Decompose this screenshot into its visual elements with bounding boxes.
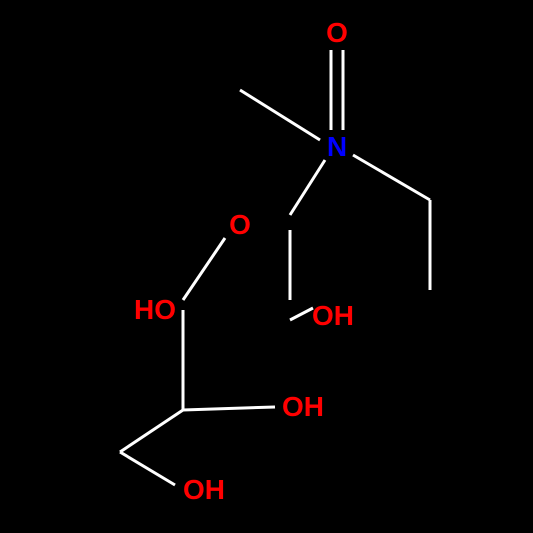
- molecule-diagram: [0, 0, 533, 533]
- bond-line: [290, 160, 325, 215]
- atom-o2: O: [229, 209, 251, 241]
- atom-oh1: HO: [134, 294, 176, 326]
- atom-o1: O: [326, 17, 348, 49]
- bond-line: [120, 452, 175, 485]
- atom-oh2: OH: [312, 300, 354, 332]
- bond-line: [120, 410, 183, 452]
- bond-line: [353, 155, 430, 200]
- atom-n1: N: [327, 131, 347, 163]
- bond-line: [240, 90, 320, 140]
- bond-line: [290, 308, 313, 320]
- bond-line: [183, 407, 275, 410]
- bonds-layer: [120, 50, 430, 485]
- atom-oh4: OH: [183, 474, 225, 506]
- bond-line: [183, 238, 225, 300]
- atom-oh3: OH: [282, 391, 324, 423]
